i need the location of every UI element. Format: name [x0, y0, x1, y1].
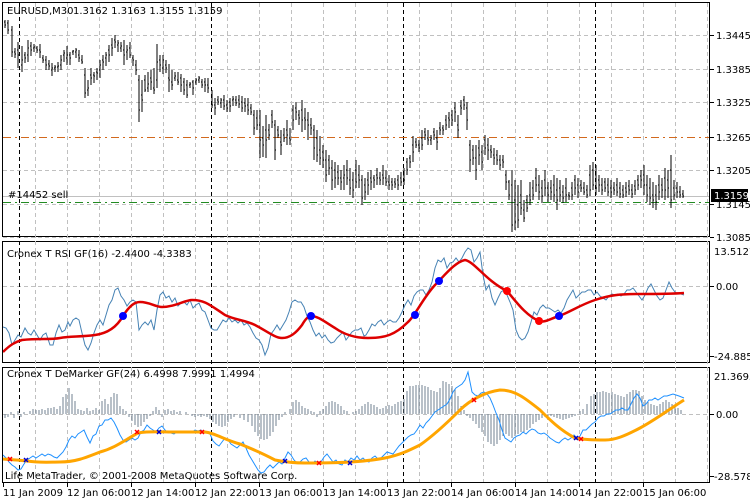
- current-price-tag: 1.3159: [711, 189, 749, 202]
- demarker-panel-title: Cronex T DeMarker GF(24) 6.4998 7.9991 1…: [7, 369, 255, 380]
- horizontal-grid-main: [3, 35, 709, 415]
- rsi-axis-min: -24.885: [714, 352, 750, 363]
- time-tick: 12 Jan 06:00: [67, 488, 130, 499]
- current-price-value: 1.3159: [714, 191, 749, 202]
- price-tick: 1.3205: [716, 166, 750, 177]
- time-tick: 15 Jan 06:00: [643, 488, 706, 499]
- rsi-axis: 13.5127 0.00 -24.885: [710, 247, 750, 363]
- time-tick: 12 Jan 14:00: [131, 488, 194, 499]
- time-tick: 11 Jan 2009: [3, 488, 63, 499]
- demarker-signal-line: [3, 388, 685, 465]
- price-tick: 1.3325: [716, 98, 750, 109]
- demarker-axis-min: -28.5787: [714, 472, 750, 483]
- time-tick: 12 Jan 22:00: [195, 488, 258, 499]
- time-tick: 14 Jan 22:00: [579, 488, 642, 499]
- rsi-markers: [119, 277, 563, 325]
- demarker-axis-max: 21.3693: [714, 372, 750, 383]
- copyright-label: Life MetaTrader, © 2001-2008 MetaQuotes …: [5, 471, 297, 482]
- rsi-axis-zero: 0.00: [716, 282, 738, 293]
- price-tick: 1.3385: [716, 65, 750, 76]
- rsi-axis-max: 13.5127: [714, 247, 750, 258]
- time-tick: 14 Jan 06:00: [451, 488, 514, 499]
- price-tick: 1.3265: [716, 133, 750, 144]
- demarker-axis: 21.3693 0.00 -28.5787: [710, 372, 750, 483]
- time-tick: 13 Jan 22:00: [387, 488, 450, 499]
- symbol-label: EURUSD,M30: [7, 6, 73, 17]
- time-tick: 13 Jan 06:00: [259, 488, 322, 499]
- time-tick: 14 Jan 14:00: [515, 488, 578, 499]
- rsi-signal-line: [3, 258, 685, 353]
- ohlc-label: 1.3162 1.3163 1.3155 1.3159: [73, 6, 223, 17]
- order-label: #14452 sell: [8, 190, 68, 201]
- rsi-panel-title: Cronex T RSI GF(16) -2.4400 -4.3383: [7, 249, 192, 260]
- price-tick: 1.3445: [716, 31, 750, 42]
- price-axis: 1.3445 1.3385 1.3325 1.3265 1.3205 1.314…: [710, 31, 750, 244]
- demarker-raw-line: [3, 370, 685, 474]
- rsi-raw-line: [3, 247, 685, 357]
- price-tick: 1.3085: [716, 233, 750, 244]
- price-tick: 1.3145: [716, 200, 750, 211]
- day-separators: [19, 3, 596, 482]
- ohlc-bars: [4, 20, 684, 232]
- demarker-axis-zero: 0.00: [716, 410, 738, 421]
- time-tick: 13 Jan 14:00: [323, 488, 386, 499]
- time-axis: 11 Jan 2009 12 Jan 06:00 12 Jan 14:00 12…: [3, 483, 706, 499]
- demarker-markers: [7, 397, 584, 466]
